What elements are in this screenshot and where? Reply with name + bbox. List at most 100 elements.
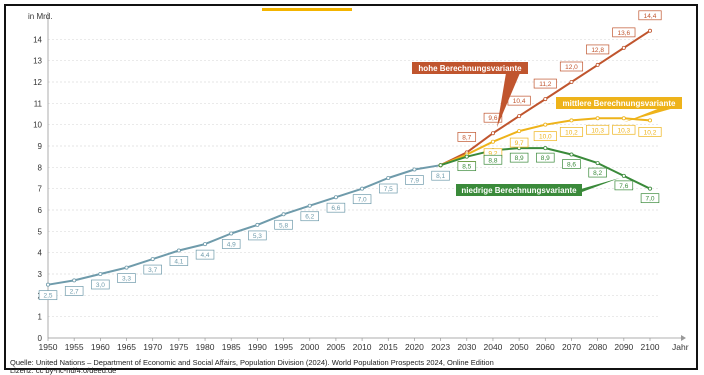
data-point-historical [360,186,365,191]
x-tick-label: 2050 [510,342,529,352]
value-label-historical: 2,7 [70,288,79,295]
value-label-box [614,180,634,191]
value-label-box [117,273,136,283]
value-label-box [509,137,529,148]
y-tick-label: 6 [38,206,43,215]
x-tick-label: 2060 [536,342,555,352]
data-point-historical [281,212,286,217]
data-point-medium [517,129,522,134]
value-label-box [379,183,398,194]
legend-label-low: niedrige Berechnungsvariante [461,186,577,195]
value-label-historical: 3,0 [96,282,105,289]
x-tick-label: 1950 [39,342,58,352]
y-tick-label: 3 [38,270,43,279]
value-label-high: 14,4 [644,13,657,20]
data-point-historical [203,242,208,247]
data-point-medium [490,139,495,144]
value-label-box [533,131,557,142]
value-label-historical: 7,0 [358,197,367,204]
value-label-low: 8,2 [593,170,602,177]
value-label-box [457,161,477,172]
value-label-box [274,219,293,230]
value-label-low: 7,6 [619,183,628,190]
value-label-high: 12,8 [591,47,604,54]
value-label-high: 12,0 [565,64,578,71]
value-label-box [143,264,162,275]
value-label-medium: 10,3 [591,127,604,134]
data-point-high [569,80,574,85]
value-label-medium: 9,7 [515,140,524,147]
y-tick-label: 1 [38,313,43,322]
x-tick-label: 2030 [457,342,476,352]
x-tick-label: 2023 [431,342,450,352]
data-point-historical [412,167,417,172]
x-tick-label: 1975 [169,342,188,352]
x-axis-arrow [681,335,686,341]
data-point-medium [595,116,600,121]
value-label-box [638,127,662,137]
value-label-historical: 4,4 [201,252,210,259]
value-label-box [457,132,477,142]
value-label-box [562,159,581,169]
data-point-historical [333,195,338,200]
data-point-historical [176,248,181,253]
value-label-high: 11,2 [539,81,552,88]
value-label-historical: 6,2 [305,214,314,221]
data-point-low [648,186,653,191]
value-label-box [612,27,636,38]
legend-pointer-medium [623,108,674,123]
value-label-box [612,124,636,135]
value-label-box [483,112,503,123]
value-label-historical: 4,9 [227,241,236,248]
data-point-low [595,161,600,166]
value-label-box [586,44,610,55]
value-label-box [533,78,557,89]
value-label-historical: 6,6 [331,205,340,212]
value-label-box [38,290,58,301]
data-point-high [490,131,495,136]
value-label-low: 8,9 [515,155,524,162]
data-point-historical [72,278,77,283]
series-line-historical [47,164,441,286]
data-point-low [543,146,548,151]
value-label-historical: 7,9 [410,177,419,184]
value-label-high: 13,6 [617,30,630,37]
value-label-box [559,61,584,72]
value-label-box [352,194,372,205]
x-tick-label: 1990 [248,342,267,352]
data-point-historical [307,203,312,208]
x-tick-label: 2005 [326,342,345,352]
value-label-box [300,211,319,222]
value-label-box [509,152,529,163]
y-tick-label: 0 [38,334,43,343]
value-label-medium: 10,2 [565,129,578,136]
y-tick-label: 4 [38,249,43,258]
value-label-low: 7,0 [645,196,654,203]
legend-label-high: hohe Berechnungsvariante [418,64,522,73]
data-point-medium [648,118,653,123]
data-point-historical [229,231,234,236]
value-label-box [640,193,660,204]
x-tick-label: 2090 [614,342,633,352]
value-label-low: 8,9 [541,155,550,162]
x-tick-label: 1980 [196,342,215,352]
data-point-high [648,28,653,33]
value-label-box [586,124,610,135]
value-label-low: 8,6 [567,162,576,169]
x-axis-title: Jahr [672,342,689,352]
value-label-historical: 8,1 [436,173,445,180]
x-tick-label: 2080 [588,342,607,352]
value-label-historical: 5,8 [279,222,288,229]
legend-label-medium: mittlere Berechnungsvariante [563,99,676,108]
value-label-box [536,152,555,163]
x-tick-label: 2100 [641,342,660,352]
legend-tag-medium [556,97,682,109]
value-label-historical: 4,1 [174,259,183,266]
y-tick-label: 10 [33,121,42,130]
data-point-medium [569,118,574,123]
value-label-low: 8,8 [488,157,497,164]
x-tick-label: 1985 [222,342,241,352]
value-label-high: 10,4 [513,98,526,105]
value-label-high: 8,7 [462,134,471,141]
data-point-historical [98,271,103,276]
